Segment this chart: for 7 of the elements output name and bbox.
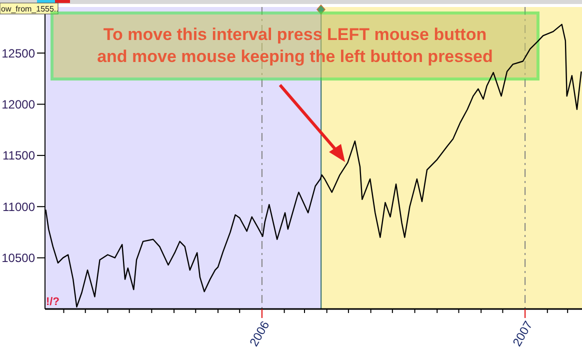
- y-tick-label: 11500: [2, 148, 36, 163]
- annotation: !/?: [46, 296, 60, 308]
- annotation: ow_from_1555..: [1, 4, 58, 14]
- y-tick-label: 10500: [2, 251, 36, 266]
- y-tick-label: 12500: [2, 46, 36, 60]
- y-tick-label: 11000: [2, 200, 36, 214]
- y-tick-label: 12000: [2, 97, 36, 112]
